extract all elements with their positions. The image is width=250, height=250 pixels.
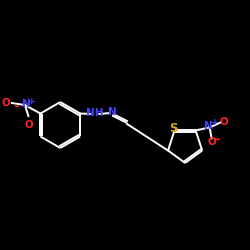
Text: O: O (220, 118, 228, 128)
Text: N: N (22, 99, 30, 109)
Text: O: O (2, 98, 10, 108)
Text: +: + (28, 97, 35, 106)
Text: -: - (14, 100, 19, 113)
Text: NH: NH (86, 108, 104, 118)
Text: -: - (214, 134, 220, 146)
Text: O: O (24, 120, 33, 130)
Text: N: N (204, 122, 213, 132)
Text: +: + (211, 118, 219, 128)
Text: O: O (207, 138, 216, 147)
Text: S: S (169, 122, 178, 136)
Text: N: N (108, 106, 116, 117)
